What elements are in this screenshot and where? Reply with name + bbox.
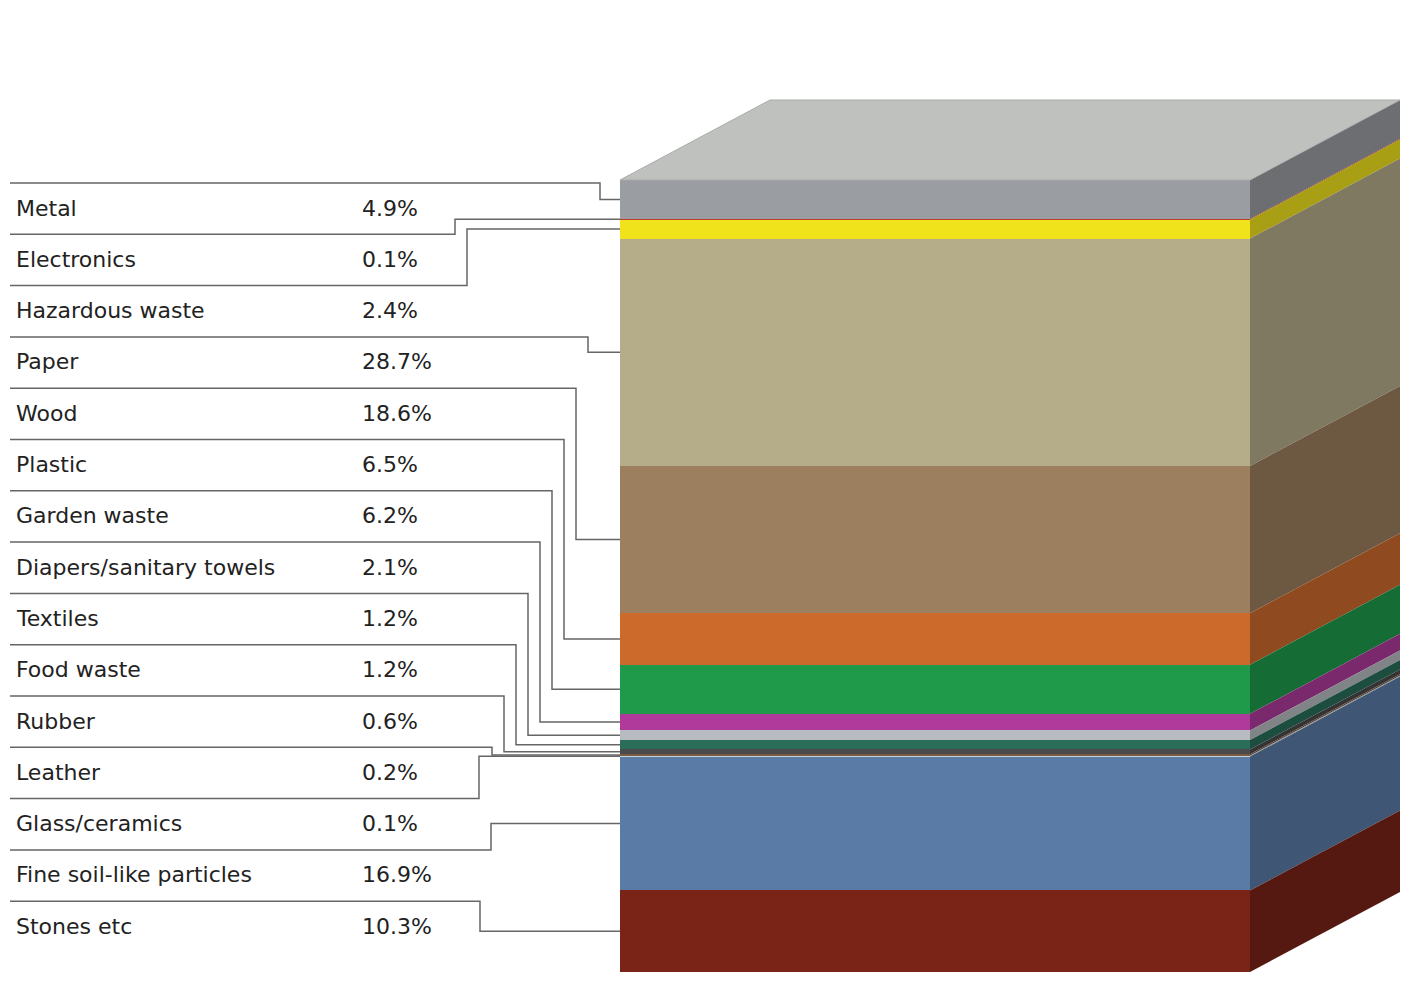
svg-text:2.1%: 2.1% (362, 555, 418, 580)
svg-text:1.2%: 1.2% (362, 657, 418, 682)
svg-text:Food waste: Food waste (16, 657, 141, 682)
svg-text:16.9%: 16.9% (362, 862, 432, 887)
svg-text:Metal: Metal (16, 196, 77, 221)
svg-text:Electronics: Electronics (16, 247, 136, 272)
svg-text:Hazardous waste: Hazardous waste (16, 298, 205, 323)
svg-text:18.6%: 18.6% (362, 401, 432, 426)
svg-text:Leather: Leather (16, 760, 101, 785)
svg-text:Glass/ceramics: Glass/ceramics (16, 811, 182, 836)
svg-text:Wood: Wood (16, 401, 77, 426)
svg-text:Garden waste: Garden waste (16, 503, 169, 528)
svg-text:4.9%: 4.9% (362, 196, 418, 221)
svg-text:0.2%: 0.2% (362, 760, 418, 785)
svg-text:1.2%: 1.2% (362, 606, 418, 631)
svg-text:Fine soil-like particles: Fine soil-like particles (16, 862, 252, 887)
svg-text:Stones etc: Stones etc (16, 914, 132, 939)
svg-text:Textiles: Textiles (16, 606, 99, 631)
svg-text:0.1%: 0.1% (362, 247, 418, 272)
svg-text:10.3%: 10.3% (362, 914, 432, 939)
svg-text:0.1%: 0.1% (362, 811, 418, 836)
svg-text:2.4%: 2.4% (362, 298, 418, 323)
svg-text:Rubber: Rubber (16, 709, 96, 734)
svg-text:6.5%: 6.5% (362, 452, 418, 477)
svg-text:Diapers/sanitary towels: Diapers/sanitary towels (16, 555, 275, 580)
svg-text:28.7%: 28.7% (362, 349, 432, 374)
svg-text:0.6%: 0.6% (362, 709, 418, 734)
svg-text:Paper: Paper (16, 349, 79, 374)
svg-text:Plastic: Plastic (16, 452, 87, 477)
svg-text:6.2%: 6.2% (362, 503, 418, 528)
